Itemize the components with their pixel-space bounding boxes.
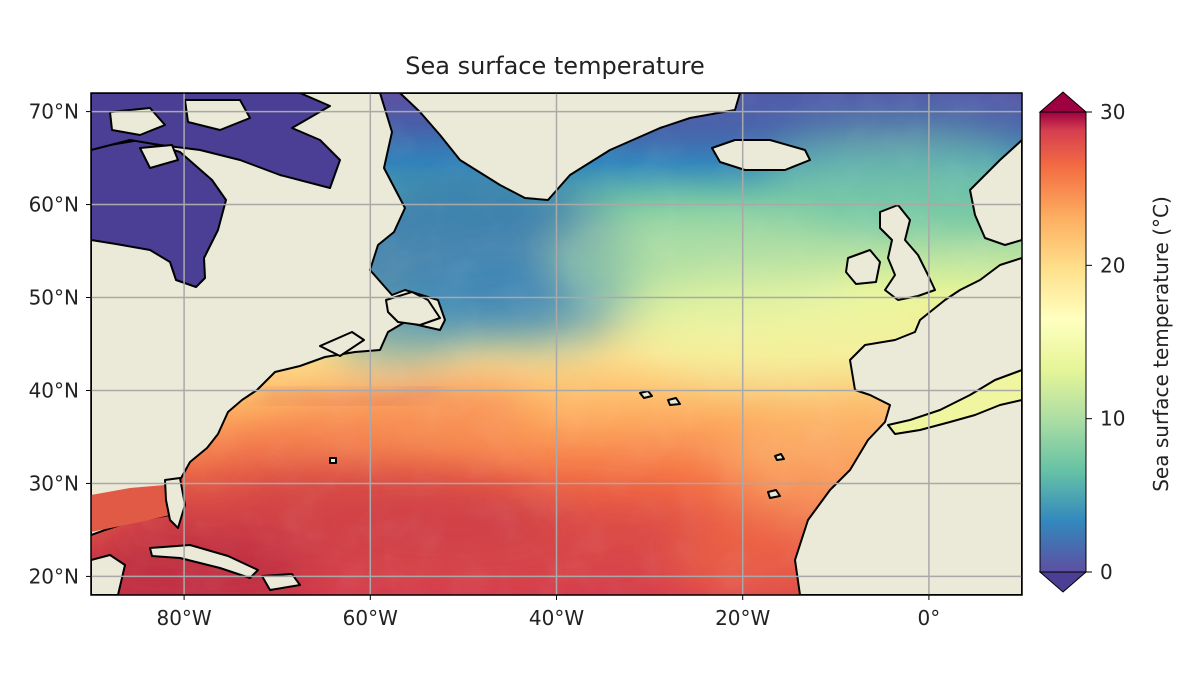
y-tick-label: 20°N [29,564,79,588]
colorbar-body [1039,111,1087,573]
x-tick-label: 60°W [343,606,398,630]
map-panel [91,93,1022,595]
iceland [711,139,811,171]
azores [639,390,653,399]
y-axis: 70°N 60°N 50°N 40°N 30°N 20°N [29,100,91,588]
mediterranean [887,369,1022,435]
y-tick-label: 60°N [29,193,79,217]
colorbar: 0 10 20 30 Sea surface temperature (°C) [1038,91,1173,593]
x-tick-label: 40°W [529,606,584,630]
cuba [149,544,259,579]
x-axis: 80°W 60°W 40°W 20°W 0° [156,595,940,630]
land-masses [91,93,1022,595]
x-tick-label: 80°W [156,606,211,630]
hudson-bay [91,139,227,288]
colorbar-extend-max [1038,91,1088,113]
colorbar-label: Sea surface temperature (°C) [1149,196,1173,492]
y-tick-label: 40°N [29,378,79,402]
colorbar-ticks: 0 10 20 30 [1086,100,1125,584]
great-britain [879,204,936,301]
y-tick-label: 50°N [29,286,79,310]
arctic-island-c [139,144,179,169]
newfoundland [385,291,441,326]
gulf-stream-front [259,385,441,408]
colorbar-tick-label: 20 [1100,253,1125,277]
chart-title: Sea surface temperature [405,52,705,80]
colorbar-extend-min [1038,571,1088,593]
madeira [774,453,785,461]
yucatan [91,554,126,595]
ireland [845,249,881,285]
colorbar-tick-label: 30 [1100,100,1125,124]
graticule [91,93,1022,595]
arctic-island-a [109,107,166,136]
nova-scotia [319,331,365,357]
gulf-of-mexico [91,485,175,532]
x-tick-label: 0° [918,606,941,630]
bermuda [329,457,337,464]
y-tick-label: 30°N [29,471,79,495]
canary-islands [767,489,781,499]
scandinavia [969,139,1022,246]
florida [164,477,186,529]
arctic-island-b [184,99,251,131]
y-tick-label: 70°N [29,100,79,124]
hispaniola [261,573,301,591]
colorbar-tick-label: 0 [1100,560,1113,584]
azores-2 [667,397,681,406]
colorbar-tick-label: 10 [1100,407,1125,431]
x-tick-label: 20°W [715,606,770,630]
